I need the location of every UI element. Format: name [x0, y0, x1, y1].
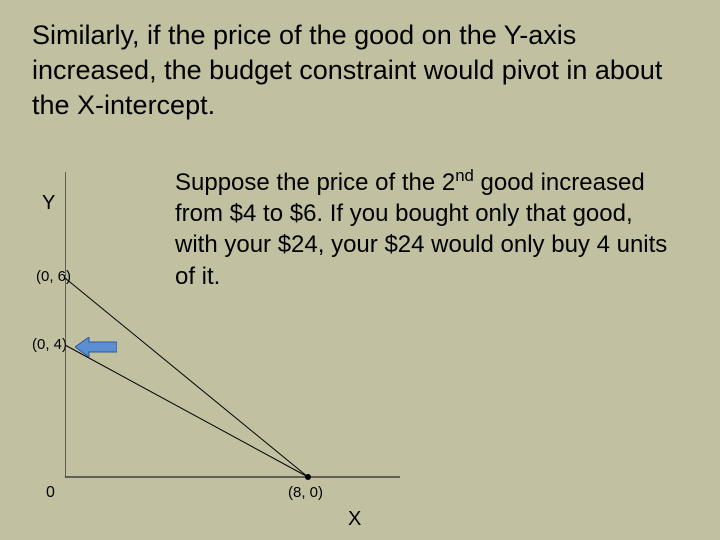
origin-label: 0	[46, 484, 55, 502]
x-axis-label: X	[348, 508, 361, 531]
slide-title: Similarly, if the price of the good on t…	[32, 18, 688, 123]
x-intercept-marker	[305, 474, 311, 480]
arrow-icon	[75, 337, 117, 357]
y-axis-label: Y	[42, 192, 55, 215]
budget-line-original	[65, 278, 308, 477]
budget-constraint-graph	[65, 172, 405, 482]
point-label-80: (8, 0)	[288, 484, 323, 501]
point-label-04: (0, 4)	[32, 336, 67, 353]
budget-line-new	[65, 345, 308, 477]
